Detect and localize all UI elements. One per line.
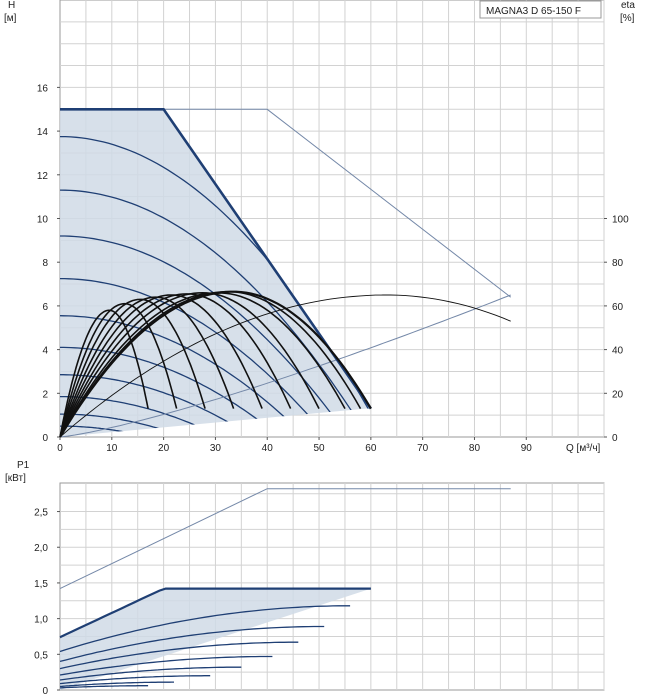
- power-panel: 0 0,5 1,0 1,5 2,0 2,5 P1 [кВт]: [5, 460, 605, 697]
- system-curve: [59, 294, 511, 438]
- power-speed-curves: [59, 587, 371, 689]
- efficiency-curves: [59, 290, 511, 438]
- head-tick-label: 2: [42, 389, 48, 400]
- eta-curve: [59, 290, 372, 438]
- head-tick-label: 16: [37, 83, 49, 94]
- max-head-curve: [60, 108, 372, 410]
- power-tick-label: 0: [42, 686, 48, 697]
- power-panel-ticks: 0 0,5 1,0 1,5 2,0 2,5: [34, 508, 60, 697]
- power-tick-label: 2,0: [34, 543, 48, 554]
- head-tick-label: 12: [37, 171, 49, 182]
- head-panel-ticks: 0 10 20 30 40 50 60 70 80 90 0 2 4 6 8 10 12 14 16 0 20 40 60 8…: [37, 83, 629, 454]
- power-curve: [59, 655, 273, 676]
- power-curve: [59, 625, 325, 663]
- eta-axis-label: eta: [621, 0, 635, 11]
- head-tick-label: 6: [42, 302, 48, 313]
- power-tick-label: 1,5: [34, 579, 48, 590]
- eta-curve: [59, 293, 292, 438]
- x-tick-label: 50: [313, 443, 325, 454]
- power-curve: [59, 641, 299, 670]
- head-tick-label: 8: [42, 258, 48, 269]
- flow-axis-label: Q [м³/ч]: [566, 443, 601, 454]
- head-efficiency-panel: 0 10 20 30 40 50 60 70 80 90 0 2 4 6 8 10 12 14 16 0 20 40 60 8…: [4, 0, 635, 454]
- eta-tick-label: 0: [612, 433, 618, 444]
- eta-curve: [59, 291, 320, 438]
- head-tick-label: 0: [42, 433, 48, 444]
- x-tick-label: 30: [210, 443, 222, 454]
- x-tick-label: 60: [365, 443, 377, 454]
- eta-tick-label: 40: [612, 346, 624, 357]
- eta-curve: [59, 294, 263, 438]
- power-axis-label: P1: [17, 460, 30, 471]
- model-label: MAGNA3 D 65-150 F: [486, 6, 581, 17]
- power-panel-grid: [60, 483, 605, 690]
- head-operating-area: [60, 109, 371, 438]
- x-tick-label: 40: [262, 443, 274, 454]
- head-panel-plot: [59, 108, 512, 438]
- eta-curve: [59, 302, 178, 438]
- eta-axis-unit: [%]: [620, 13, 635, 24]
- eta-curve: [59, 291, 346, 438]
- x-tick-label: 80: [469, 443, 481, 454]
- power-curve: [59, 675, 211, 685]
- head-tick-label: 14: [37, 127, 49, 138]
- x-tick-label: 10: [106, 443, 118, 454]
- eta-tick-label: 60: [612, 302, 624, 313]
- x-tick-label: 70: [417, 443, 429, 454]
- eta-curve: [59, 298, 206, 438]
- twin-head-curve: [163, 108, 512, 298]
- x-tick-label: 90: [521, 443, 533, 454]
- power-tick-label: 0,5: [34, 650, 48, 661]
- power-axis-unit: [кВт]: [5, 473, 26, 484]
- power-tick-label: 2,5: [34, 508, 48, 519]
- eta-tick-label: 80: [612, 258, 624, 269]
- power-operating-area: [60, 588, 371, 690]
- head-tick-label: 10: [37, 215, 49, 226]
- power-panel-plot: [59, 488, 511, 690]
- head-curve: [60, 374, 254, 438]
- model-label-box: [479, 0, 602, 19]
- head-axis-label: H: [8, 0, 15, 11]
- power-tick-label: 1,0: [34, 615, 48, 626]
- power-curve: [59, 681, 174, 688]
- power-curve: [59, 666, 242, 681]
- head-tick-label: 4: [42, 346, 48, 357]
- power-curve: [59, 685, 149, 689]
- head-curve: [60, 277, 328, 438]
- eta-curve: [59, 296, 235, 438]
- eta-twin: [59, 294, 511, 438]
- x-tick-label: 0: [57, 443, 63, 454]
- eta-curve: [59, 309, 149, 438]
- x-tick-label: 20: [158, 443, 170, 454]
- twin-power-curve: [59, 488, 511, 590]
- power-curve: [59, 605, 351, 653]
- power-curve: [59, 587, 371, 639]
- eta-tick-label: 20: [612, 389, 624, 400]
- head-axis-unit: [м]: [4, 13, 17, 24]
- eta-tick-label: 100: [612, 215, 629, 226]
